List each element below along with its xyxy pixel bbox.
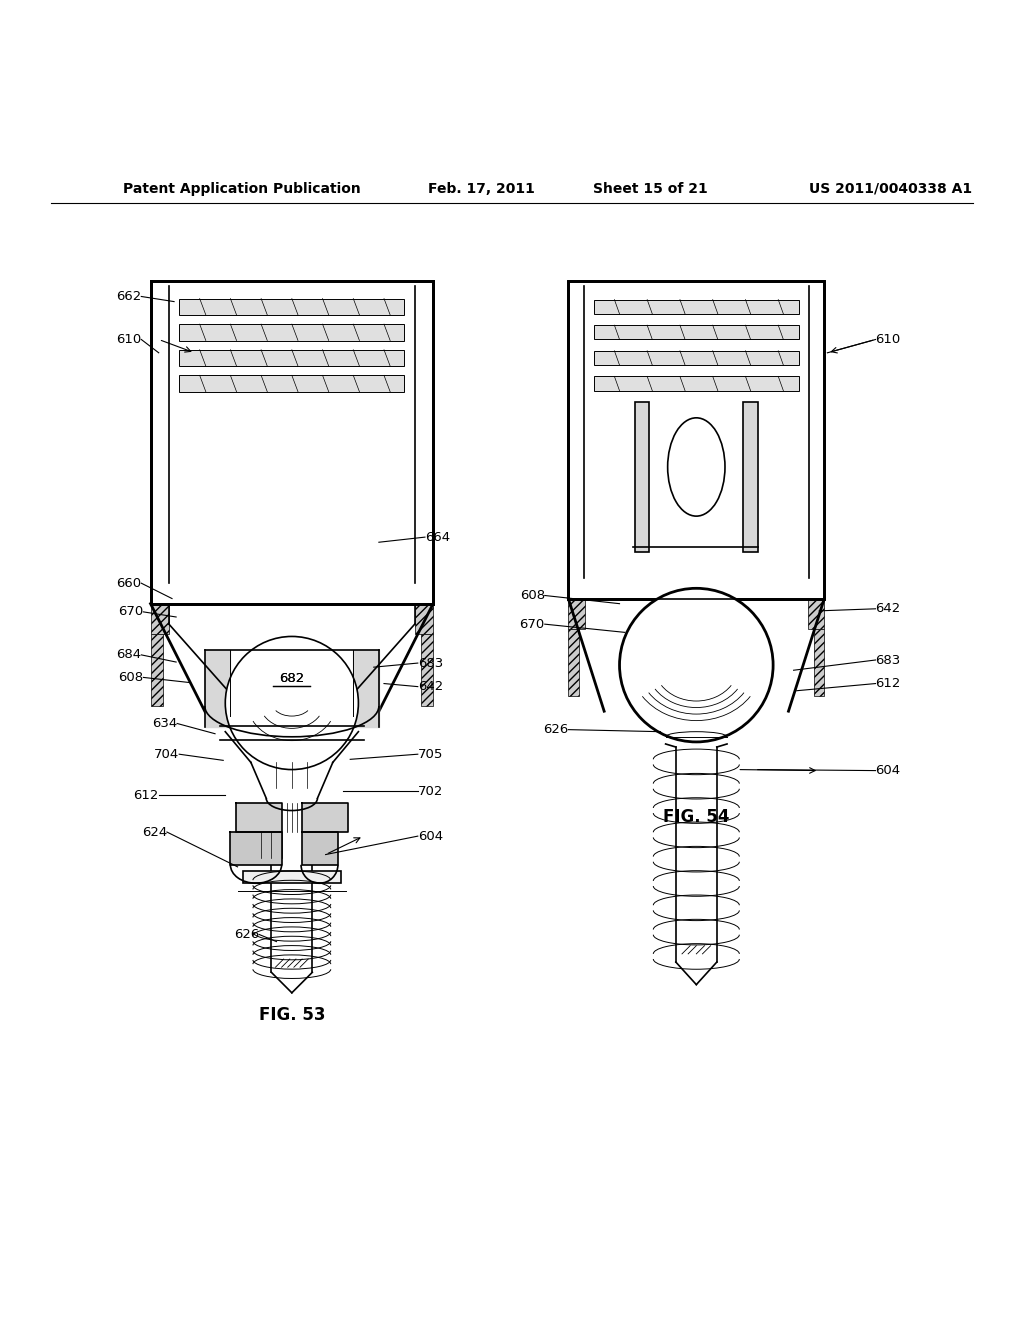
Text: 626: 626 [233,928,259,941]
Ellipse shape [620,589,773,742]
Bar [635,403,649,553]
Bar [151,603,169,635]
Bar [151,635,163,706]
Text: 664: 664 [425,531,451,544]
Bar [568,281,824,598]
Bar [568,598,585,630]
Bar [151,281,433,603]
Bar [568,630,579,696]
Text: 704: 704 [154,747,179,760]
Text: 624: 624 [141,825,167,838]
Ellipse shape [668,418,725,516]
Text: 608: 608 [519,589,545,602]
Bar [179,350,404,366]
Text: 670: 670 [118,606,143,618]
Text: 612: 612 [133,788,159,801]
Text: 683: 683 [876,653,901,667]
Text: 634: 634 [152,717,177,730]
Bar [243,871,341,883]
Bar [808,598,824,630]
Ellipse shape [225,636,358,770]
Text: 608: 608 [118,671,143,684]
Bar [421,635,433,706]
Text: 610: 610 [876,333,901,346]
Polygon shape [230,832,282,865]
Text: 604: 604 [876,764,901,777]
Text: 702: 702 [418,784,443,797]
Text: 604: 604 [418,830,443,842]
Text: US 2011/0040338 A1: US 2011/0040338 A1 [809,182,973,195]
Bar [179,298,404,315]
Bar [594,300,799,314]
Bar [179,325,404,341]
Text: FIG. 54: FIG. 54 [664,808,729,826]
Text: FIG. 53: FIG. 53 [259,1006,325,1023]
Bar [594,325,799,339]
Bar [151,281,433,603]
Bar [743,403,758,553]
Text: 642: 642 [876,602,901,615]
Text: 626: 626 [543,723,568,737]
Text: Sheet 15 of 21: Sheet 15 of 21 [593,182,708,195]
Text: 682: 682 [280,672,304,685]
Bar [594,351,799,366]
Text: 682: 682 [280,672,304,685]
Bar [568,281,824,598]
Text: 610: 610 [116,333,141,346]
Bar [814,630,824,696]
Text: Patent Application Publication: Patent Application Publication [123,182,360,195]
Bar [415,603,433,635]
Polygon shape [302,804,348,832]
Text: Feb. 17, 2011: Feb. 17, 2011 [428,182,535,195]
Text: 684: 684 [116,648,141,661]
Text: 705: 705 [418,747,443,760]
Text: 612: 612 [876,677,901,690]
Polygon shape [236,804,282,832]
Bar [179,375,404,392]
Text: 670: 670 [519,618,545,631]
Bar [594,376,799,391]
Text: 642: 642 [418,680,443,693]
Text: 683: 683 [418,656,443,669]
Polygon shape [302,832,338,865]
Text: 660: 660 [116,577,141,590]
Text: 662: 662 [116,290,141,304]
